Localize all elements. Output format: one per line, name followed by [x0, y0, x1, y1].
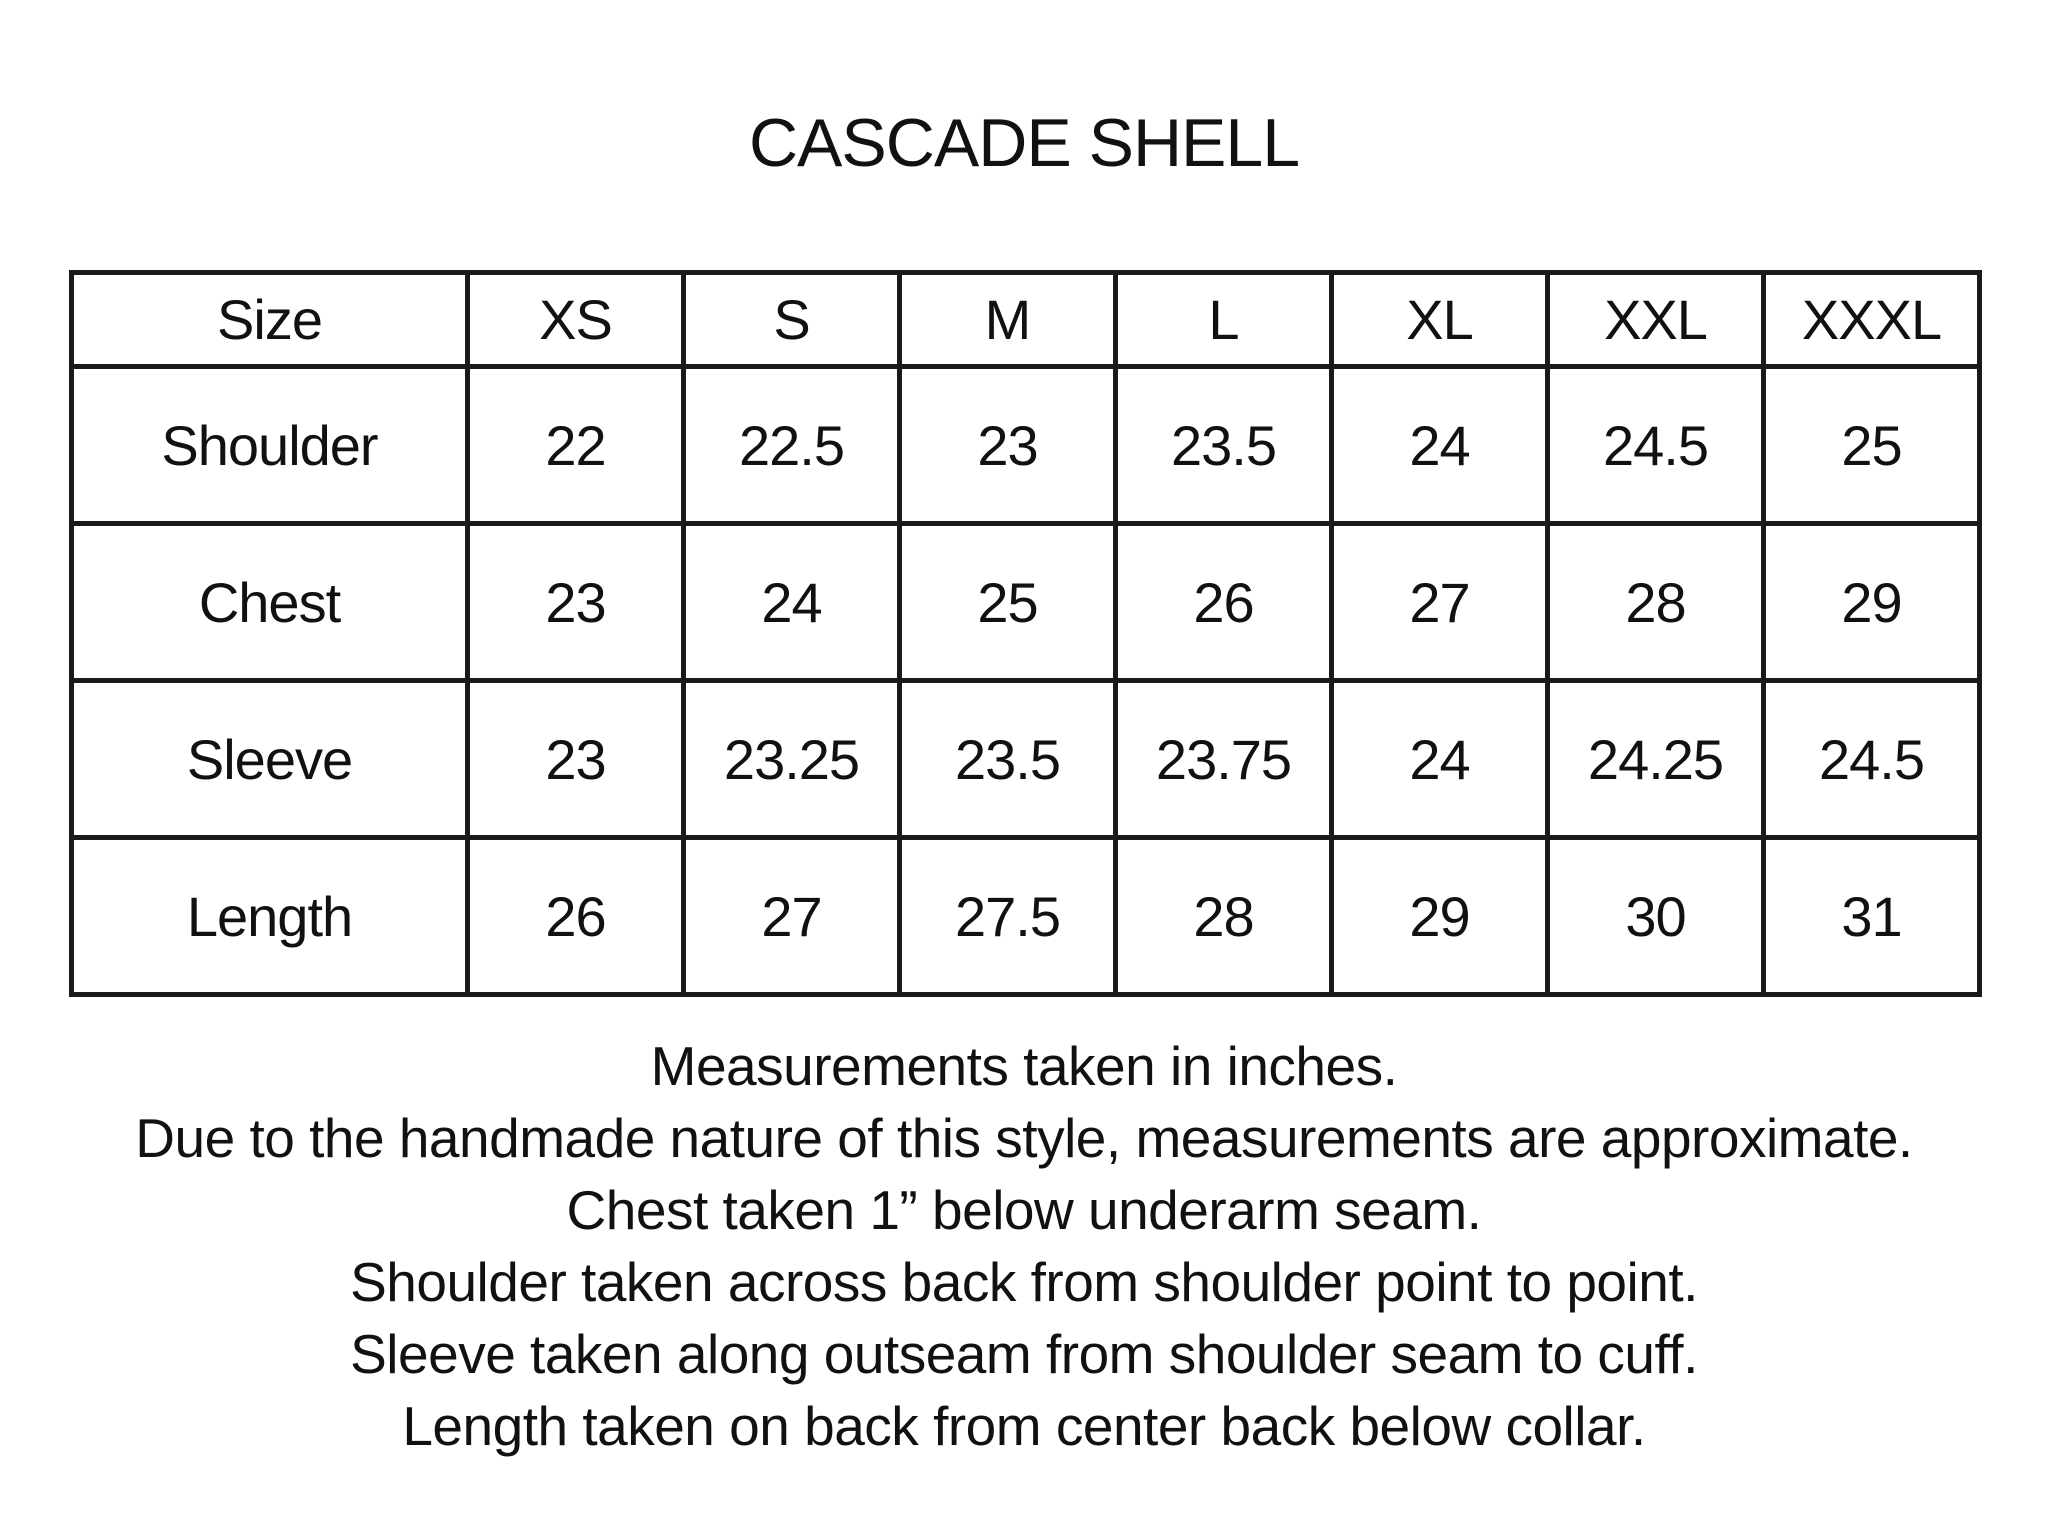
measurement-cell: 24 [1329, 678, 1550, 840]
table-row-shoulder: Shoulder 22 22.5 23 23.5 24 24.5 25 [69, 364, 1982, 526]
header-cell-s: S [681, 270, 902, 369]
measurement-cell: 31 [1761, 835, 1982, 997]
note-line: Due to the handmade nature of this style… [135, 1107, 1913, 1169]
page-title: CASCADE SHELL [748, 105, 1300, 181]
measurement-cell: 29 [1329, 835, 1550, 997]
measurement-cell: 27.5 [897, 835, 1118, 997]
table-row-length: Length 26 27 27.5 28 29 30 31 [69, 835, 1982, 997]
measurement-cell: 28 [1545, 521, 1766, 683]
measurement-cell: 27 [1329, 521, 1550, 683]
measurement-cell: 28 [1113, 835, 1334, 997]
measurement-cell: 23.5 [897, 678, 1118, 840]
measurement-cell: 23 [897, 364, 1118, 526]
measurement-cell: 27 [681, 835, 902, 997]
note-line: Chest taken 1” below underarm seam. [566, 1179, 1482, 1241]
row-label: Sleeve [69, 678, 470, 840]
measurement-cell: 24.5 [1761, 678, 1982, 840]
measurement-cell: 26 [465, 835, 686, 997]
measurement-cell: 23.5 [1113, 364, 1334, 526]
measurement-cell: 23.75 [1113, 678, 1334, 840]
row-label: Chest [69, 521, 470, 683]
header-cell-m: M [897, 270, 1118, 369]
row-label: Length [69, 835, 470, 997]
measurement-cell: 24.25 [1545, 678, 1766, 840]
table-row-chest: Chest 23 24 25 26 27 28 29 [69, 521, 1982, 683]
measurement-cell: 25 [897, 521, 1118, 683]
measurement-cell: 24 [1329, 364, 1550, 526]
header-cell-l: L [1113, 270, 1334, 369]
table-row-sleeve: Sleeve 23 23.25 23.5 23.75 24 24.25 24.5 [69, 678, 1982, 840]
header-cell-xxxl: XXXL [1761, 270, 1982, 369]
header-cell-xl: XL [1329, 270, 1550, 369]
table-header-row: Size XS S M L XL XXL XXXL [69, 270, 1982, 369]
measurement-cell: 23.25 [681, 678, 902, 840]
measurement-cell: 22 [465, 364, 686, 526]
size-chart-table: Size XS S M L XL XXL XXXL Shoulder 22 22.5 23 23.5 24… [69, 270, 1982, 997]
measurement-cell: 26 [1113, 521, 1334, 683]
header-cell-xs: XS [465, 270, 686, 369]
measurement-notes: Measurements taken in inches. Due to the … [0, 1030, 2048, 1462]
measurement-cell: 25 [1761, 364, 1982, 526]
measurement-cell: 30 [1545, 835, 1766, 997]
note-line: Sleeve taken along outseam from shoulder… [350, 1323, 1698, 1385]
measurement-cell: 24 [681, 521, 902, 683]
measurement-cell: 24.5 [1545, 364, 1766, 526]
note-line: Length taken on back from center back be… [402, 1395, 1646, 1457]
measurement-cell: 22.5 [681, 364, 902, 526]
header-cell-size: Size [69, 270, 470, 369]
note-line: Shoulder taken across back from shoulder… [350, 1251, 1698, 1313]
header-cell-xxl: XXL [1545, 270, 1766, 369]
row-label: Shoulder [69, 364, 470, 526]
measurement-cell: 29 [1761, 521, 1982, 683]
note-line: Measurements taken in inches. [650, 1035, 1398, 1097]
measurement-cell: 23 [465, 678, 686, 840]
measurement-cell: 23 [465, 521, 686, 683]
